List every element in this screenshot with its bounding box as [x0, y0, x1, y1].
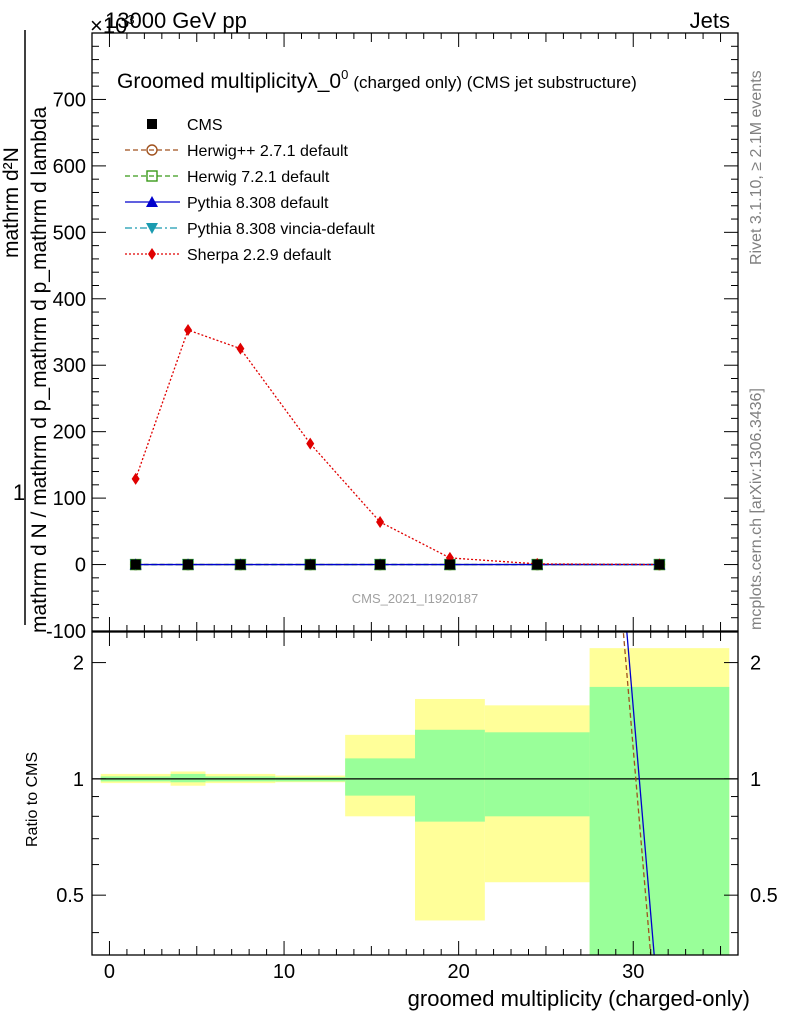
mcplots-label: mcplots.cern.ch [arXiv:1306.3436] [748, 388, 765, 630]
xtick-label: 20 [448, 961, 470, 983]
data-point [235, 559, 246, 570]
ratio-xlabel: groomed multiplicity (charged-only) [408, 986, 750, 1011]
chart-title: Groomed multiplicityλ_00 (charged only) (… [117, 67, 637, 93]
data-point [654, 559, 665, 570]
data-point [236, 342, 245, 355]
ratio-ytick-label: 0.5 [750, 885, 778, 907]
ratio-ylabel: Ratio to CMS [24, 752, 41, 847]
main-ytick-label: 700 [53, 89, 86, 111]
main-ylabel-top: mathrm d²N [0, 147, 23, 258]
main-ylabel-numerator: 1 [13, 480, 25, 505]
ratio-panel: 0.5 0.51 12 20 10 20 30 Ratio to CMS groomed m… [24, 631, 778, 1011]
uncertainty-band-inner [415, 729, 485, 822]
ratio-ytick-label: 2 [73, 653, 84, 675]
data-point [375, 559, 386, 570]
data-point [306, 437, 315, 450]
legend-marker [146, 196, 158, 207]
legend-marker [146, 223, 158, 234]
uncertainty-band-inner [345, 758, 415, 796]
main-ytick-label: 400 [53, 289, 86, 311]
legend-marker [146, 170, 158, 182]
main-ytick-label: 0 [75, 555, 86, 577]
exponent-label: ×103 [90, 12, 135, 38]
analysis-watermark: CMS_2021_I1920187 [352, 591, 479, 606]
energy-label: 13000 GeV pp [105, 8, 247, 33]
legend: CMS Herwig++ 2.7.1 default Herwig 7.2.1 de… [125, 117, 375, 264]
legend-label: CMS [187, 117, 223, 134]
main-ytick-label: 200 [53, 422, 86, 444]
rivet-label: Rivet 3.1.10, ≥ 2.1M events [748, 70, 765, 265]
uncertainty-band-inner [589, 686, 730, 955]
data-point [305, 559, 316, 570]
main-panel: -100 0 100 200 300 400 500 600 700 Groomed multi… [46, 32, 739, 643]
main-ytick-label: 600 [53, 156, 86, 178]
legend-label: Pythia 8.308 vincia-default [187, 221, 375, 238]
legend-label: Pythia 8.308 default [187, 195, 329, 212]
legend-marker [146, 144, 158, 156]
series-line [135, 329, 660, 566]
ratio-series-line [622, 632, 652, 955]
legend-marker [148, 248, 156, 260]
main-ytick-label: -100 [46, 621, 86, 643]
legend-label: Herwig 7.2.1 default [187, 169, 330, 186]
jets-label: Jets [690, 8, 730, 33]
xtick-label: 30 [622, 961, 644, 983]
ratio-series-line [626, 632, 655, 955]
uncertainty-band-inner [484, 732, 590, 817]
data-point [376, 516, 385, 529]
data-point [183, 559, 194, 570]
ratio-ytick-label: 1 [73, 769, 84, 791]
uncertainty-band-inner [170, 773, 206, 783]
main-ylabel-bottom: mathrm d N / mathrm d p_mathrm d p_mathr… [28, 106, 51, 633]
main-ytick-label: 300 [53, 355, 86, 377]
legend-marker [147, 119, 157, 129]
ratio-ytick-label: 0.5 [56, 885, 84, 907]
data-point [444, 559, 455, 570]
legend-label: Sherpa 2.2.9 default [187, 247, 332, 264]
data-point [532, 559, 543, 570]
data-point [130, 559, 141, 570]
xtick-label: 0 [104, 961, 115, 983]
xtick-label: 10 [273, 961, 295, 983]
main-frame [91, 32, 739, 632]
main-ytick-label: 500 [53, 222, 86, 244]
main-ytick-label: 100 [53, 488, 86, 510]
legend-label: Herwig++ 2.7.1 default [187, 143, 349, 160]
data-point [184, 324, 193, 337]
ratio-ytick-label: 1 [750, 769, 761, 791]
data-point [131, 472, 140, 485]
ratio-frame [91, 631, 739, 956]
ratio-ytick-label: 2 [750, 653, 761, 675]
